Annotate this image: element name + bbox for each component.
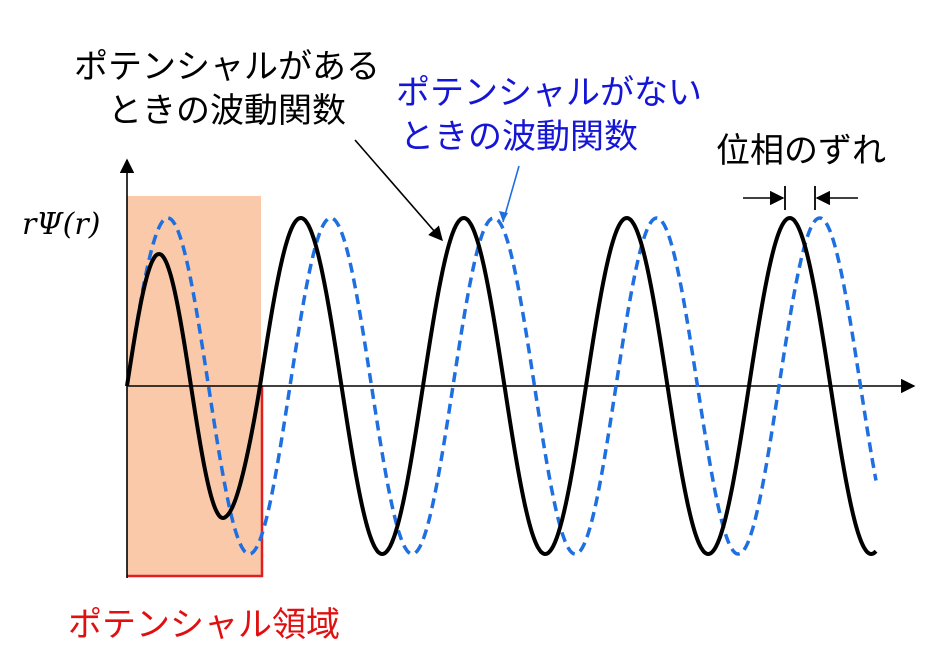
wave-with-potential-curve xyxy=(125,215,878,557)
with-potential-label-line1: ポテンシャルがある xyxy=(74,47,380,87)
without-potential-label-line1: ポテンシャルがない xyxy=(396,73,702,113)
wave-without-potential-curve xyxy=(125,216,878,556)
y-axis-label: rΨ(r) xyxy=(22,207,100,242)
without-potential-pointer-head xyxy=(499,211,508,222)
with-potential-pointer-arrow xyxy=(354,139,443,242)
potential-region-label: ポテンシャル領域 xyxy=(68,605,340,645)
potential-region-edge xyxy=(127,386,264,578)
with-potential-label-line2: ときの波動関数 xyxy=(108,91,346,131)
phase-shift-label: 位相のずれ xyxy=(716,131,886,171)
without-potential-label-line2: ときの波動関数 xyxy=(400,117,638,157)
